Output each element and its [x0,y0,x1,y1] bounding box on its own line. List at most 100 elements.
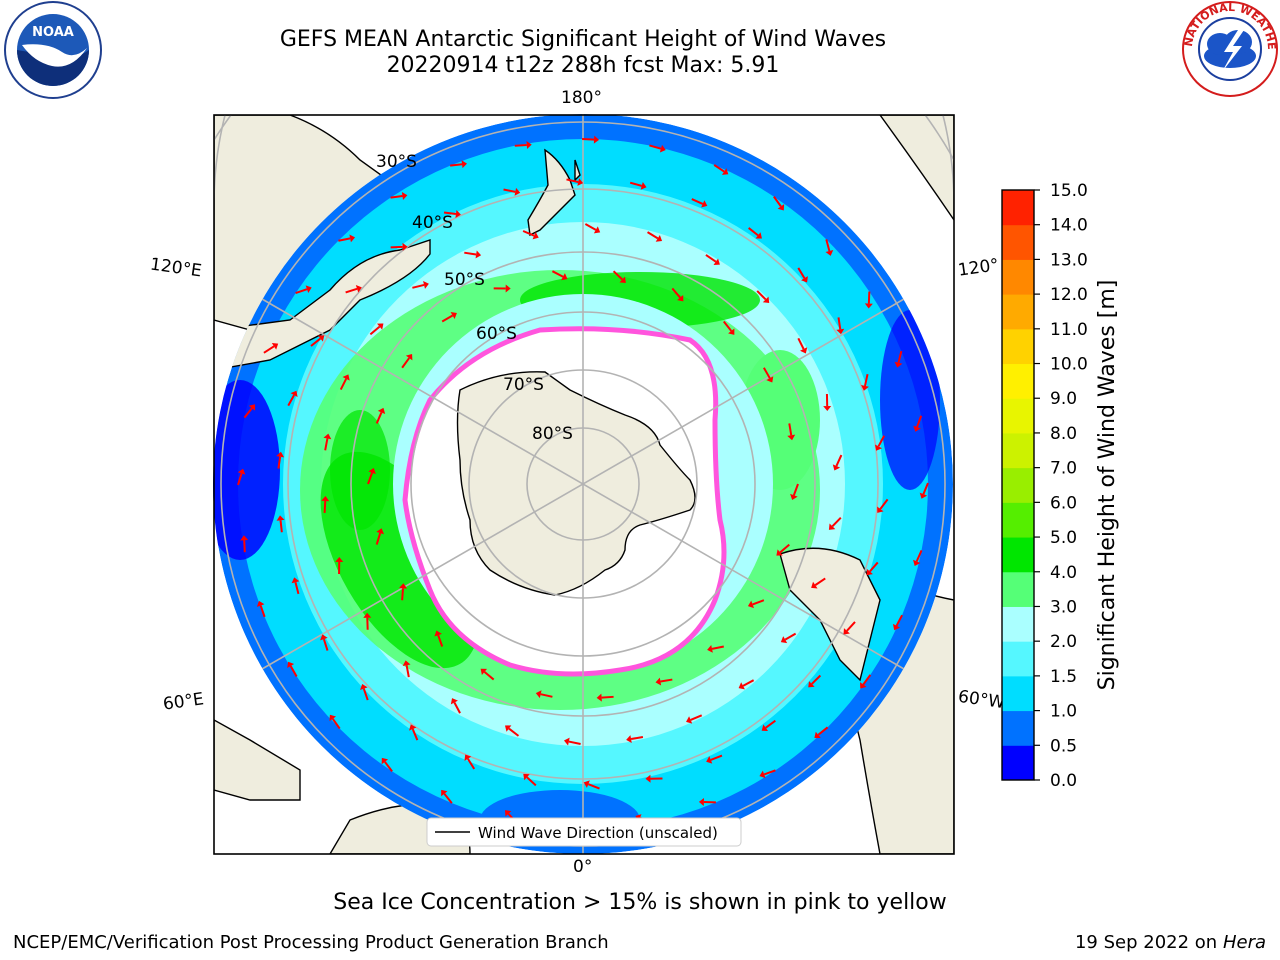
wave-direction-arrow [441,314,454,323]
colorbar-bin [1002,363,1034,399]
wave-direction-arrow [792,483,799,496]
colorbar-bin [1002,571,1034,607]
colorbar-bin [1002,675,1034,712]
wave-direction-arrowhead [677,294,684,302]
wave-direction-arrow [405,665,410,678]
wave-direction-arrow [464,251,477,256]
wave-direction-arrowhead [766,376,774,383]
wave-direction-arrowhead [377,323,384,330]
wave-direction-arrow [263,345,275,354]
wave-direction-arrow [710,754,723,761]
wave-direction-arrow [243,540,246,553]
noaa-logo-text: NOAA [32,25,74,40]
wave-direction-arrowhead [861,385,869,391]
wave-direction-arrow [922,482,929,495]
wave-direction-arrow [503,188,516,193]
wave-direction-arrow [831,517,842,527]
wave-direction-arrow [289,665,298,677]
wave-direction-arrowhead [461,160,467,169]
wave-direction-arrowhead [368,468,376,475]
wave-direction-arrowhead [823,405,832,412]
wave-direction-arrowhead [776,549,783,556]
wave-direction-arrow [540,693,553,698]
colorbar-bin [1002,710,1034,746]
wave-direction-arrow [259,605,266,618]
wave-direction-arrowhead [626,735,632,743]
wave-direction-arrow [649,144,662,150]
wave-direction-arrow [412,283,425,289]
wave-direction-arrowhead [698,798,704,807]
wave-direction-arrowhead [276,515,285,521]
wave-direction-arrow [584,223,597,231]
wave-direction-arrowhead [659,144,666,153]
wave-direction-arrowhead [860,682,867,689]
title-line-2: 20220914 t12z 288h fcst Max: 5.91 [386,53,780,78]
wave-direction-arrowhead [480,668,488,675]
wave-direction-arrow [713,164,725,173]
wave-direction-arrow [582,138,595,141]
wave-direction-arrow [612,270,623,281]
wave-direction-arrowhead [866,568,873,576]
wave-direction-arrow [551,270,564,278]
lon-label-180: 180° [561,88,602,108]
wave-direction-arrowhead [237,468,246,475]
wave-direction-arrowhead [583,780,590,788]
wave-direction-arrow [294,581,300,595]
colorbar-tick-label: 7.0 [1050,459,1077,479]
colorbar-tick-label: 14.0 [1050,216,1088,236]
wave-direction-arrow [897,350,903,363]
wave-direction-arrowhead [355,285,362,293]
wave-direction-arrowhead [655,677,662,686]
wave-direction-arrow [784,632,797,641]
antarctica [456,371,696,596]
colorbar-bin [1002,190,1034,226]
wave-direction-arrowhead [713,258,720,266]
wave-direction-arrowhead [290,390,298,398]
wave-direction-arrowhead [814,731,821,738]
colorbar-bin [1002,432,1034,469]
wave-direction-arrow [879,498,889,510]
wave-direction-arrow [277,456,282,469]
colorbar-bin [1002,398,1034,434]
wave-direction-arrow [411,728,419,741]
colorbar-tick-label: 1.5 [1050,667,1077,687]
colorbar-bin [1002,745,1034,781]
wave-direction-arrowhead [504,725,512,732]
wave-direction-arrow [401,588,405,601]
nws-logo: NATIONAL WEATHER SERVICE [1180,0,1278,97]
colorbar-bin [1002,641,1034,677]
wave-direction-arrowhead [240,535,249,541]
wave-direction-arrow [742,679,755,687]
colorbar-tick-label: 13.0 [1050,250,1088,270]
colorbar-tick-label: 9.0 [1050,389,1077,409]
wave-direction-arrow [690,714,703,721]
wave-direction-arrowhead [593,135,600,144]
wave-direction-arrow [522,230,535,237]
wave-direction-arrow [862,674,872,686]
wave-direction-arrowhead [787,434,796,441]
wave-direction-arrowhead [305,285,312,293]
wave-direction-arrow [797,337,805,350]
wave-direction-arrowhead [728,328,735,335]
map-frame [213,114,955,855]
wave-direction-arrow [825,239,831,252]
wave-direction-arrowhead [808,681,815,688]
wave-direction-arrowhead [645,774,651,783]
wave-direction-arrow [752,599,765,606]
wave-direction-arrowhead [780,636,788,644]
wave-direction-arrowhead [706,756,713,764]
colorbar-bin [1002,537,1034,573]
wave-direction-arrowhead [349,234,356,243]
wave-direction-arrow [877,435,886,447]
colorbar-tick-label: 0.0 [1050,771,1077,791]
colorbar-tick-label: 15.0 [1050,181,1088,201]
lat-label-80s: 80°S [532,424,573,444]
wave-direction-arrow [869,561,879,573]
colorbar-tick-label: 5.0 [1050,528,1077,548]
colorbar-bin [1002,224,1034,260]
wave-direction-arrowhead [721,168,729,175]
wave-direction-arrowhead [363,612,372,618]
wave-direction-arrowhead [640,182,647,190]
wave-direction-arrow [237,473,243,486]
wave-direction-arrow [779,543,790,554]
